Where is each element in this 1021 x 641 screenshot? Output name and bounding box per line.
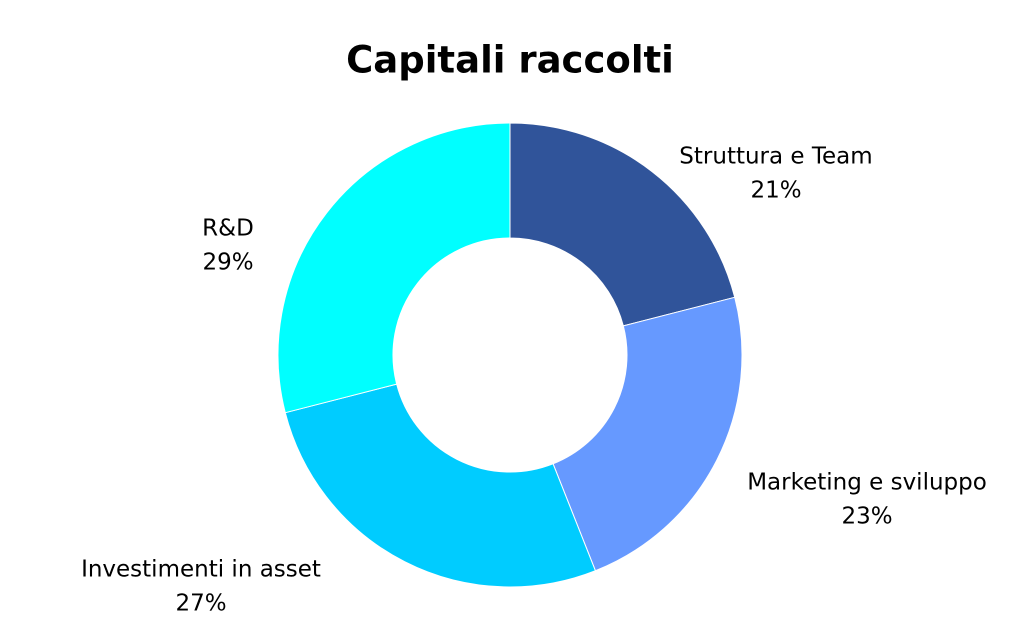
- slice-label: R&D: [202, 216, 254, 242]
- slice-label: Struttura e Team: [679, 144, 872, 170]
- slice-value-label: 29%: [202, 250, 253, 276]
- donut-slice: [284, 383, 597, 588]
- slice-value-label: 23%: [841, 504, 892, 530]
- slice-value-label: 21%: [750, 178, 801, 204]
- donut-slice: [552, 296, 743, 572]
- chart-title: Capitali raccolti: [346, 39, 674, 82]
- slice-value-label: 27%: [175, 591, 226, 617]
- slice-label: Marketing e sviluppo: [747, 470, 987, 496]
- slice-label: Investimenti in asset: [81, 557, 321, 583]
- donut-slice: [277, 122, 511, 414]
- donut-slice: [509, 122, 736, 327]
